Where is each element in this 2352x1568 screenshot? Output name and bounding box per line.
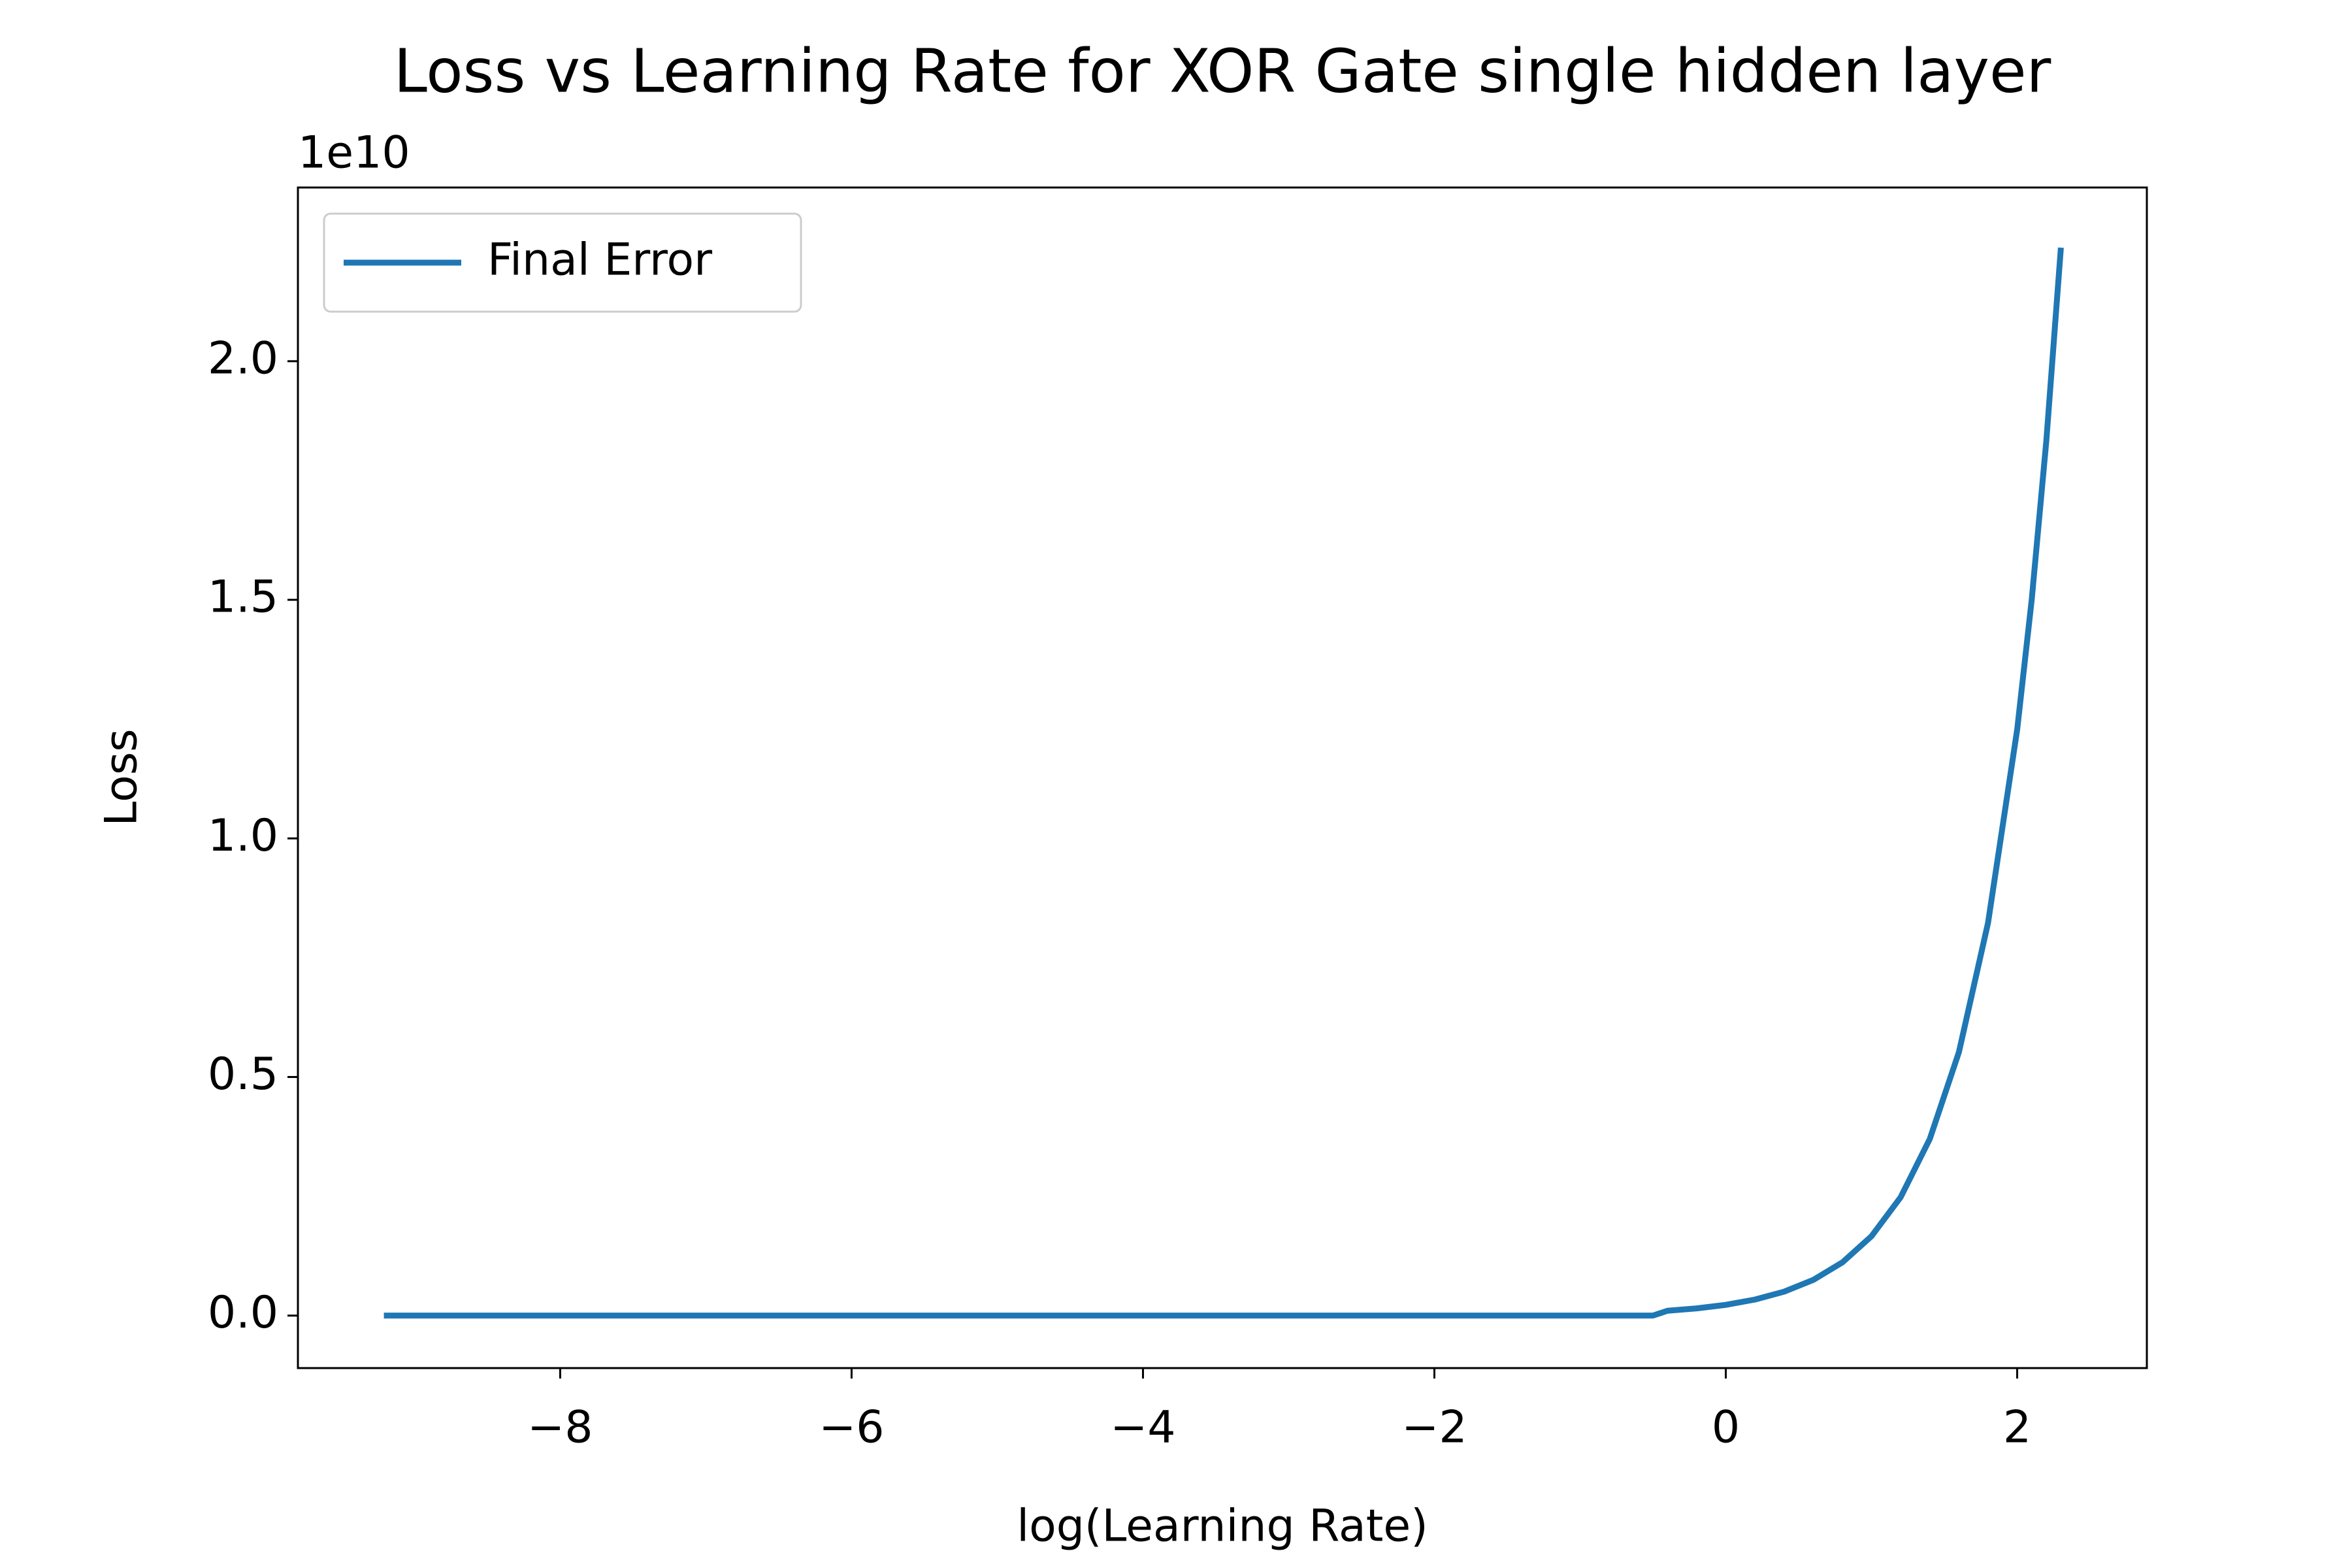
legend-label: Final Error [487, 235, 712, 286]
x-tick-label: −2 [1401, 1402, 1467, 1454]
data-line [384, 247, 2064, 1319]
y-axis-label: Loss [96, 728, 148, 826]
plot-frame [297, 186, 2148, 1369]
x-axis-label: log(Learning Rate) [1017, 1501, 1428, 1552]
chart-title: Loss vs Learning Rate for XOR Gate singl… [394, 36, 2051, 106]
x-tick-label: −8 [527, 1402, 593, 1454]
y-tick-label: 0.0 [208, 1287, 278, 1339]
x-tick-label: −6 [819, 1402, 884, 1454]
legend-box [323, 212, 802, 313]
y-tick-label: 0.5 [208, 1049, 278, 1100]
x-tick-label: 0 [1712, 1402, 1740, 1454]
y-offset-text: 1e10 [298, 127, 410, 179]
y-tick-label: 2.0 [208, 333, 278, 384]
x-tick-label: 2 [2003, 1402, 2031, 1454]
y-tick-label: 1.0 [208, 810, 278, 862]
y-tick-label: 1.5 [208, 572, 278, 623]
x-tick-label: −4 [1110, 1402, 1175, 1454]
